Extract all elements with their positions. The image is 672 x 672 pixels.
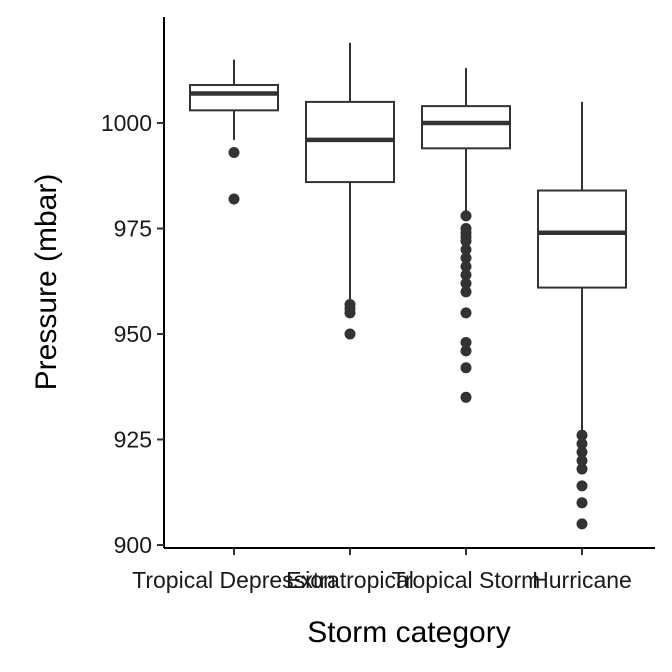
y-tick-label: 975 [114, 216, 152, 242]
outlier-point [576, 497, 588, 509]
boxes-layer [189, 42, 627, 530]
outlier-point [460, 391, 472, 403]
outlier-point [576, 438, 588, 450]
box-group [305, 42, 395, 340]
y-tick-label: 950 [114, 321, 152, 347]
x-tick-label: Hurricane [532, 567, 632, 593]
outlier-point [460, 336, 472, 348]
x-tick-label: Tropical Depression [132, 567, 336, 593]
x-axis-title: Storm category [307, 616, 510, 649]
outlier-point [460, 362, 472, 374]
outlier-point [576, 455, 588, 467]
y-tick-label: 925 [114, 427, 152, 453]
x-tick-label: Tropical Storm [392, 567, 541, 593]
y-axis-title: Pressure (mbar) [30, 174, 63, 391]
outlier-point [460, 252, 472, 264]
outlier-point [228, 147, 240, 159]
outlier-point [460, 277, 472, 289]
box-group [421, 68, 511, 403]
y-tick-label: 900 [114, 532, 152, 558]
outlier-point [460, 345, 472, 357]
outlier-point [576, 446, 588, 458]
outlier-point [576, 518, 588, 530]
outlier-point [576, 463, 588, 475]
box-group [189, 59, 279, 205]
outlier-point [576, 429, 588, 441]
outlier-point [460, 260, 472, 272]
x-axis-ticks: Tropical DepressionExtratropicalTropical… [132, 548, 632, 593]
outlier-point [344, 328, 356, 340]
iqr-box [421, 105, 511, 150]
outlier-point [460, 307, 472, 319]
outlier-point [228, 193, 240, 205]
outlier-point [460, 286, 472, 298]
box-group [537, 101, 627, 530]
iqr-box [537, 189, 627, 289]
outlier-point [460, 235, 472, 247]
iqr-box [189, 84, 279, 112]
outlier-point [460, 269, 472, 281]
outlier-point [576, 480, 588, 492]
x-tick-label: Extratropical [286, 567, 414, 593]
y-tick-label: 1000 [101, 110, 152, 136]
outlier-point [460, 244, 472, 256]
outlier-point [460, 210, 472, 222]
y-axis-ticks: 900 925 950 975 1000 [101, 110, 164, 558]
outlier-point [344, 307, 356, 319]
